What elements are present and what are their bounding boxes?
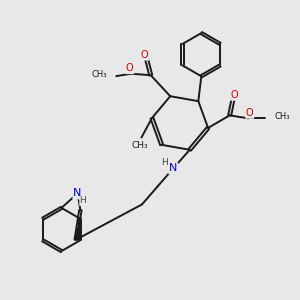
Text: O: O (141, 50, 148, 60)
Text: N: N (74, 188, 82, 198)
Text: O: O (246, 108, 253, 118)
Text: CH₃: CH₃ (274, 112, 290, 121)
Text: CH₃: CH₃ (132, 141, 148, 150)
Text: N: N (169, 164, 177, 173)
Text: H: H (80, 196, 86, 206)
Text: O: O (231, 90, 238, 100)
Text: CH₃: CH₃ (91, 70, 107, 79)
Text: O: O (126, 63, 134, 73)
Text: H: H (161, 158, 168, 167)
